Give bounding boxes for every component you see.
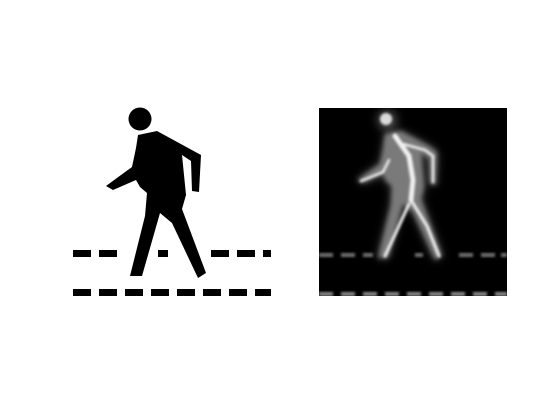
crosswalk-line-lower [73, 289, 271, 296]
blurred-pedestrian-image [319, 108, 507, 296]
figure-body [357, 131, 442, 260]
pedestrian-icon-panel [60, 95, 275, 310]
blurred-line-upper [319, 253, 507, 257]
pedestrian-head [128, 107, 152, 131]
blurred-pedestrian-panel [319, 108, 507, 296]
figure-spine-highlight [359, 133, 441, 258]
figure-head [380, 113, 392, 125]
blurred-line-lower [319, 292, 507, 296]
pedestrian-icon [73, 107, 271, 296]
pedestrian-body [106, 131, 206, 278]
crosswalk-line-upper [73, 250, 271, 257]
